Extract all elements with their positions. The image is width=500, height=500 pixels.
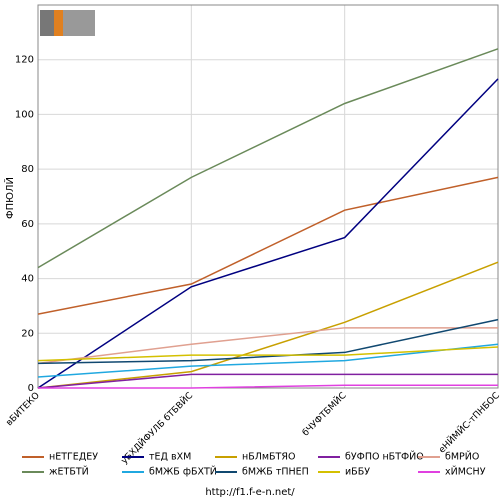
y-axis-label: ФПЮЛЙ [3,177,16,219]
legend-label: бМЖБ фБХТЙ [149,466,217,478]
logo [40,10,95,36]
series-line [37,261,499,389]
series-line [37,78,499,389]
y-tick-label: 20 [21,328,34,339]
series-line [37,176,499,315]
legend-label: нЕТГЕДЕУ [49,452,98,463]
legend-label: иББУ [345,467,370,478]
legend-label: бМРЙО [445,451,479,463]
legend-label: тЕД вХМ [149,452,191,463]
y-tick-label: 120 [15,55,34,66]
y-tick-label: 40 [21,274,34,285]
series-line [37,318,499,365]
legend-label: бУФПО нБТФЙО [345,451,424,463]
legend-label: бМЖБ тПНЕП [242,467,309,478]
legend-label: жЕТБТЙ [49,466,89,478]
series-line [37,48,499,269]
y-tick-label: 0 [28,383,34,394]
series-line [37,373,498,389]
series-line [37,327,498,365]
series-line [37,343,499,378]
plot-frame [37,4,499,389]
y-tick-label: 100 [15,109,34,120]
y-tick-label: 60 [21,219,34,230]
y-tick-label: 80 [21,164,34,175]
series-line [38,384,498,389]
legend-label: нБЛмБТЯО [242,452,295,463]
series-line [37,346,499,362]
legend-label: хЙМСНУ [445,466,486,478]
footer: http://f1.f-e-n.net/ [205,487,295,498]
